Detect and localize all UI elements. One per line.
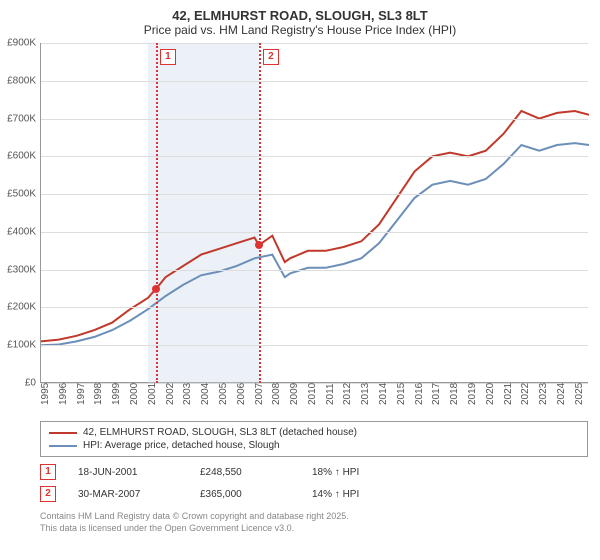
page-subtitle: Price paid vs. HM Land Registry's House … xyxy=(0,23,600,43)
page-title: 42, ELMHURST ROAD, SLOUGH, SL3 8LT xyxy=(0,0,600,23)
event-marker-label: 1 xyxy=(160,49,176,65)
footer-attribution: Contains HM Land Registry data © Crown c… xyxy=(40,511,588,534)
x-axis-label: 2009 xyxy=(289,383,300,405)
x-axis-label: 2016 xyxy=(414,383,425,405)
x-axis-label: 2000 xyxy=(129,383,140,405)
y-axis-label: £800K xyxy=(0,75,36,86)
footer-line-2: This data is licensed under the Open Gov… xyxy=(40,523,588,535)
y-axis-label: £700K xyxy=(0,113,36,124)
plot-area: 12 xyxy=(40,43,588,383)
x-axis-label: 2010 xyxy=(307,383,318,405)
event-marker-dot xyxy=(255,241,263,249)
x-axis-label: 2024 xyxy=(556,383,567,405)
y-axis-label: £0 xyxy=(0,378,36,389)
x-axis-label: 1997 xyxy=(76,383,87,405)
x-axis-label: 1995 xyxy=(40,383,51,405)
y-axis-label: £200K xyxy=(0,302,36,313)
event-row: 1 18-JUN-2001 £248,550 18% ↑ HPI xyxy=(40,461,588,483)
x-axis-label: 1998 xyxy=(93,383,104,405)
footer-line-1: Contains HM Land Registry data © Crown c… xyxy=(40,511,588,523)
event-dash xyxy=(259,43,261,383)
gridline xyxy=(41,270,588,271)
y-axis-label: £400K xyxy=(0,226,36,237)
y-axis-label: £500K xyxy=(0,189,36,200)
chart: 12 £0£100K£200K£300K£400K£500K£600K£700K… xyxy=(40,43,588,413)
gridline xyxy=(41,156,588,157)
y-axis-label: £900K xyxy=(0,38,36,49)
gridline xyxy=(41,81,588,82)
gridline xyxy=(41,345,588,346)
y-axis-label: £100K xyxy=(0,340,36,351)
gridline xyxy=(41,232,588,233)
x-axis-label: 2007 xyxy=(254,383,265,405)
x-axis-label: 2001 xyxy=(147,383,158,405)
x-axis-label: 2025 xyxy=(574,383,585,405)
event-row: 2 30-MAR-2007 £365,000 14% ↑ HPI xyxy=(40,483,588,505)
event-id-badge: 1 xyxy=(40,464,56,480)
event-marker-label: 2 xyxy=(263,49,279,65)
x-axis-label: 2002 xyxy=(165,383,176,405)
event-id-badge: 2 xyxy=(40,486,56,502)
x-axis-label: 2019 xyxy=(467,383,478,405)
legend-item: HPI: Average price, detached house, Slou… xyxy=(49,439,579,452)
x-axis-label: 2012 xyxy=(342,383,353,405)
legend-swatch xyxy=(49,432,77,434)
event-marker-dot xyxy=(152,285,160,293)
x-axis-label: 2005 xyxy=(218,383,229,405)
x-axis-label: 1996 xyxy=(58,383,69,405)
x-axis-label: 2023 xyxy=(538,383,549,405)
y-axis-label: £600K xyxy=(0,151,36,162)
legend-label: 42, ELMHURST ROAD, SLOUGH, SL3 8LT (deta… xyxy=(83,427,357,438)
gridline xyxy=(41,307,588,308)
x-axis-label: 2021 xyxy=(503,383,514,405)
x-axis-label: 2013 xyxy=(360,383,371,405)
x-axis-label: 2004 xyxy=(200,383,211,405)
x-axis-label: 2006 xyxy=(236,383,247,405)
x-axis-label: 2017 xyxy=(431,383,442,405)
event-delta: 18% ↑ HPI xyxy=(312,467,359,478)
event-date: 30-MAR-2007 xyxy=(78,489,178,500)
x-axis-label: 1999 xyxy=(111,383,122,405)
legend-label: HPI: Average price, detached house, Slou… xyxy=(83,440,280,451)
x-axis-label: 2015 xyxy=(396,383,407,405)
events-table: 1 18-JUN-2001 £248,550 18% ↑ HPI 2 30-MAR-200… xyxy=(40,461,588,505)
legend-item: 42, ELMHURST ROAD, SLOUGH, SL3 8LT (deta… xyxy=(49,426,579,439)
event-date: 18-JUN-2001 xyxy=(78,467,178,478)
x-axis-label: 2011 xyxy=(325,383,336,405)
y-axis-label: £300K xyxy=(0,264,36,275)
gridline xyxy=(41,119,588,120)
event-dash xyxy=(156,43,158,383)
event-price: £248,550 xyxy=(200,467,290,478)
gridline xyxy=(41,194,588,195)
x-axis-label: 2008 xyxy=(271,383,282,405)
x-axis-label: 2014 xyxy=(378,383,389,405)
event-delta: 14% ↑ HPI xyxy=(312,489,359,500)
gridline xyxy=(41,43,588,44)
x-axis-label: 2022 xyxy=(520,383,531,405)
x-axis-label: 2018 xyxy=(449,383,460,405)
legend-swatch xyxy=(49,445,77,447)
x-axis-label: 2003 xyxy=(182,383,193,405)
event-price: £365,000 xyxy=(200,489,290,500)
x-axis-label: 2020 xyxy=(485,383,496,405)
chart-lines xyxy=(41,43,589,383)
legend: 42, ELMHURST ROAD, SLOUGH, SL3 8LT (deta… xyxy=(40,421,588,457)
